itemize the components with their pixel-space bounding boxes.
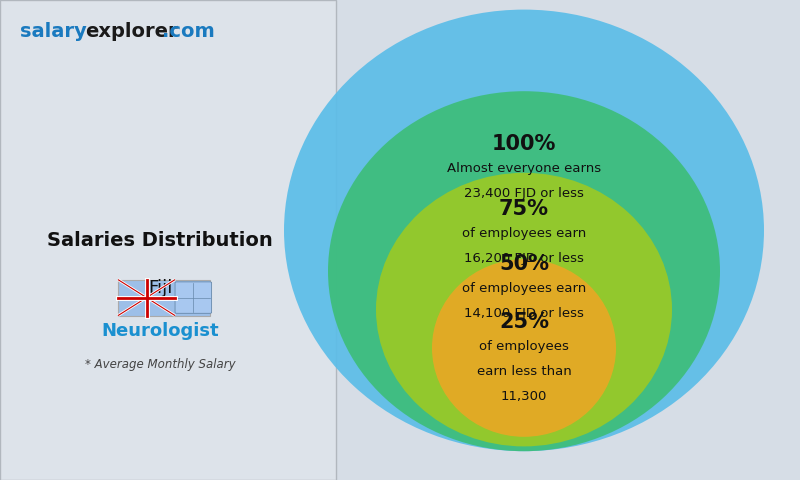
Text: * Average Monthly Salary: * Average Monthly Salary xyxy=(85,358,235,372)
Text: .com: .com xyxy=(162,22,215,41)
Text: 75%: 75% xyxy=(499,199,549,219)
Ellipse shape xyxy=(328,91,720,451)
Ellipse shape xyxy=(376,173,672,446)
Text: explorer: explorer xyxy=(86,22,178,41)
Text: Fiji: Fiji xyxy=(148,279,172,297)
Text: 11,300: 11,300 xyxy=(501,390,547,403)
Text: Salaries Distribution: Salaries Distribution xyxy=(47,230,273,250)
FancyBboxPatch shape xyxy=(175,282,211,313)
Text: 100%: 100% xyxy=(492,134,556,154)
Text: 16,200 FJD or less: 16,200 FJD or less xyxy=(464,252,584,265)
Text: of employees earn: of employees earn xyxy=(462,227,586,240)
Text: salary: salary xyxy=(20,22,86,41)
Ellipse shape xyxy=(284,10,764,451)
Text: of employees: of employees xyxy=(479,340,569,353)
Text: 25%: 25% xyxy=(499,312,549,332)
Text: 14,100 FJD or less: 14,100 FJD or less xyxy=(464,307,584,321)
Text: earn less than: earn less than xyxy=(477,365,571,378)
FancyBboxPatch shape xyxy=(118,279,210,316)
FancyBboxPatch shape xyxy=(0,0,336,480)
Text: Neurologist: Neurologist xyxy=(101,322,219,340)
Text: Almost everyone earns: Almost everyone earns xyxy=(447,162,601,176)
Ellipse shape xyxy=(432,259,616,437)
Text: 23,400 FJD or less: 23,400 FJD or less xyxy=(464,187,584,201)
Text: of employees earn: of employees earn xyxy=(462,282,586,296)
Text: 50%: 50% xyxy=(499,254,549,274)
